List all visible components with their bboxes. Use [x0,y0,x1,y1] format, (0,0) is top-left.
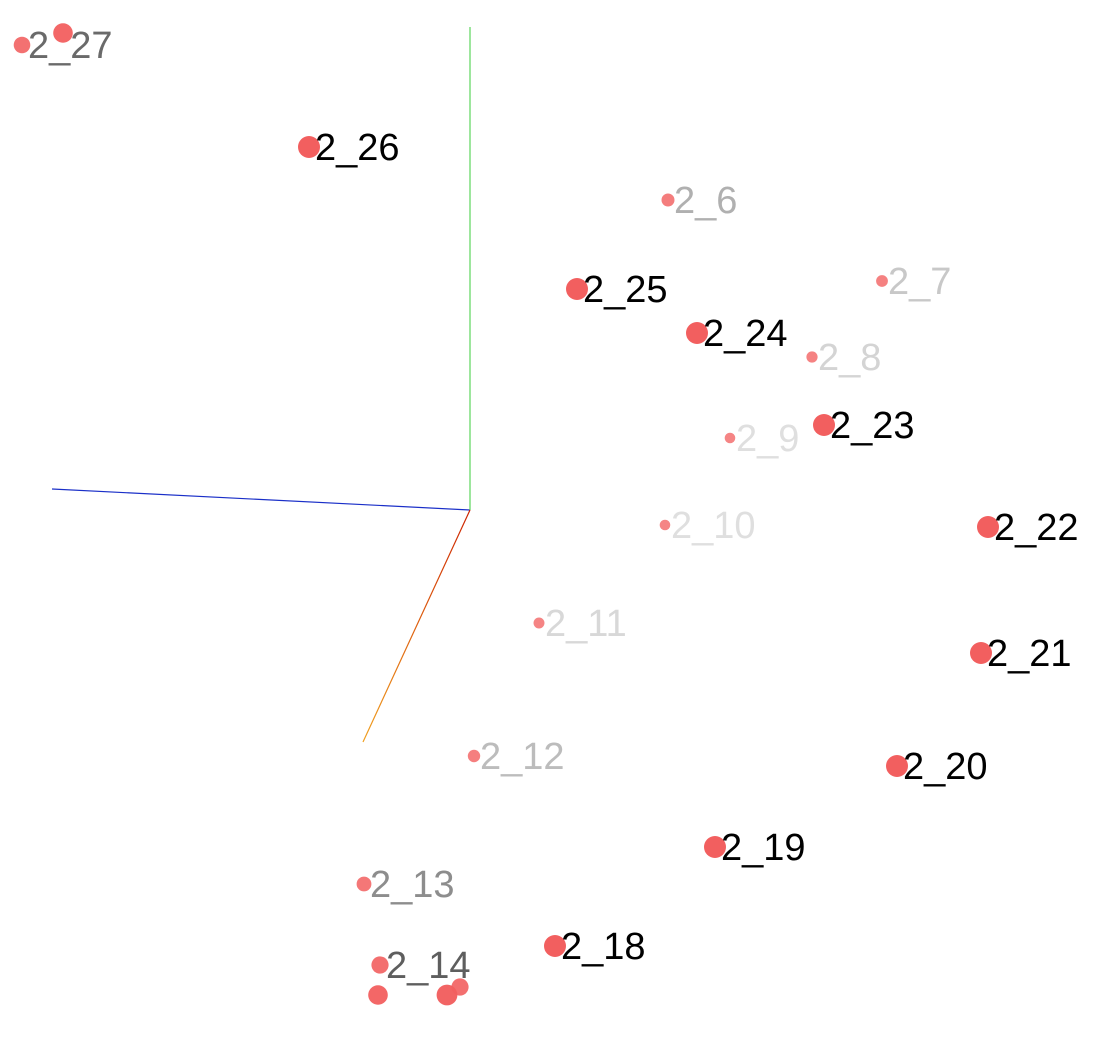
point-marker[interactable] [544,935,566,957]
point-marker[interactable] [977,516,999,538]
point-label: 2_21 [987,633,1072,675]
point-label: 2_23 [830,405,915,447]
scatter-point[interactable]: 2_22 [977,507,1079,549]
point-marker[interactable] [298,136,320,158]
scatter-point[interactable] [368,985,388,1005]
point-label: 2_7 [888,261,951,303]
point-marker[interactable] [356,876,372,892]
point-label: 2_26 [315,127,400,169]
point-label: 2_20 [903,746,988,788]
scatter-point[interactable]: 2_23 [813,405,915,447]
point-marker[interactable] [566,278,588,300]
axis-z-line [362,509,471,743]
point-marker[interactable] [704,836,726,858]
point-marker[interactable] [368,985,388,1005]
point-marker[interactable] [13,36,31,54]
scatter-point[interactable]: 2_24 [686,313,788,355]
point-marker[interactable] [724,432,736,444]
scatter-point[interactable] [451,978,469,996]
scatter-point[interactable]: 2_6 [661,180,738,222]
scatter-point[interactable]: 2_11 [533,603,627,645]
point-label: 2_13 [370,864,455,906]
point-marker[interactable] [371,956,389,974]
point-marker[interactable] [659,519,671,531]
point-label: 2_22 [994,507,1079,549]
point-label: 2_6 [674,180,737,222]
point-marker[interactable] [686,322,708,344]
point-marker[interactable] [53,23,73,43]
point-marker[interactable] [886,755,908,777]
scatter-point[interactable]: 2_10 [659,505,756,547]
point-marker[interactable] [876,275,888,287]
point-label: 2_12 [480,736,565,778]
point-marker[interactable] [813,414,835,436]
scatter-point[interactable]: 2_19 [704,827,806,869]
scatter-point[interactable]: 2_13 [356,864,455,906]
scatter-point[interactable] [53,23,73,43]
point-label: 2_18 [561,926,646,968]
point-label: 2_10 [671,505,756,547]
point-label: 2_11 [545,603,627,645]
point-marker[interactable] [970,642,992,664]
point-label: 2_19 [721,827,806,869]
scatter-point[interactable]: 2_20 [886,746,988,788]
point-label: 2_9 [736,418,799,460]
point-label: 2_8 [818,337,881,379]
scatter-point[interactable]: 2_12 [467,736,565,778]
scatter-point[interactable]: 2_26 [298,127,400,169]
axis-x-line [51,488,471,511]
point-label: 2_25 [583,269,668,311]
scatter-point[interactable]: 2_9 [724,418,800,460]
scatter-point[interactable]: 2_25 [566,269,668,311]
points-layer: 2_272_262_62_72_252_242_82_232_92_222_10… [13,23,1079,1006]
point-marker[interactable] [533,617,545,629]
point-label: 2_24 [703,313,788,355]
scatter-point[interactable]: 2_7 [876,261,951,303]
point-marker[interactable] [806,351,818,363]
point-marker[interactable] [451,978,469,996]
scatter-point[interactable]: 2_21 [970,633,1072,675]
scatter-point[interactable]: 2_8 [806,337,881,379]
point-marker[interactable] [467,749,481,763]
point-marker[interactable] [661,193,675,207]
scatter-point[interactable]: 2_18 [544,926,646,968]
